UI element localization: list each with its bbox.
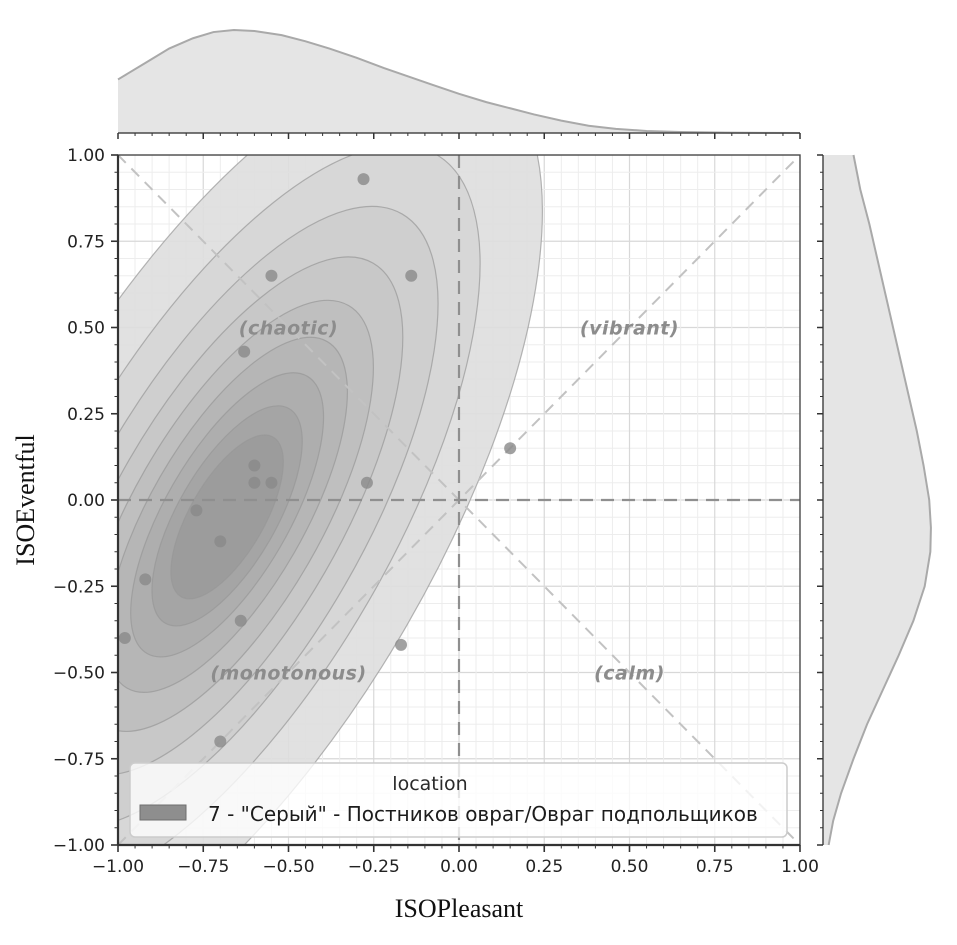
x-tick-label: −1.00 [92, 857, 144, 877]
legend-title: location [392, 773, 467, 795]
x-tick-label: −0.50 [262, 857, 314, 877]
x-tick-label: 0.00 [440, 857, 478, 877]
scatter-point [248, 459, 261, 472]
x-tick-label: 0.25 [525, 857, 563, 877]
kde-contour-level [170, 434, 284, 600]
scatter-point [214, 535, 227, 548]
scatter-point [248, 476, 261, 489]
legend-entry-label: 7 - "Серый" - Постников овраг/Овраг подп… [208, 802, 758, 826]
legend-swatch [139, 804, 187, 821]
top-marginal-density [117, 28, 801, 139]
x-tick-label: −0.75 [177, 857, 229, 877]
x-tick-label: 0.50 [611, 857, 649, 877]
x-tick-label: 0.75 [696, 857, 734, 877]
right-density-fill [823, 155, 931, 845]
y-tick-label: −0.75 [53, 750, 105, 770]
scatter-point [265, 476, 278, 489]
scatter-point [118, 632, 131, 644]
scatter-point [360, 476, 373, 489]
scatter-point [139, 573, 152, 586]
top-density-curve [117, 28, 801, 134]
scatter-point [234, 614, 247, 627]
axes-spines-and-ticks: −1.00 −0.75 −0.50 −0.25 0.00 0.25 0.50 0.75 1.00… [53, 146, 819, 877]
x-axis-label: ISOPleasant [395, 894, 524, 923]
quadrant-label: (calm) [594, 663, 665, 685]
reference-lines [118, 155, 800, 845]
scatter-point [265, 269, 278, 282]
legend: location 7 - "Серый" - Постников овраг/О… [129, 762, 788, 838]
scatter-point [357, 173, 370, 186]
quadrant-labels: (chaotic) (vibrant) (monotonous) (calm) [210, 318, 679, 685]
quadrant-label: (monotonous) [210, 663, 366, 685]
x-tick-label: −0.25 [348, 857, 400, 877]
scatter-point [190, 504, 203, 517]
y-tick-label: −0.25 [53, 577, 105, 597]
scatter-point [405, 269, 418, 282]
scatter-point [395, 638, 408, 651]
y-tick-label: 0.50 [67, 319, 105, 339]
kde-contour-bands [118, 155, 543, 845]
x-tick-label: 1.00 [781, 857, 819, 877]
y-tick-label: 0.00 [67, 491, 105, 511]
legend-box [129, 762, 788, 838]
scatter-point [214, 735, 227, 748]
quadrant-label: (chaotic) [239, 318, 338, 340]
y-axis-label: ISOEventful [11, 434, 40, 565]
quadrant-label: (vibrant) [580, 318, 679, 340]
right-density-curve [827, 154, 932, 846]
y-tick-label: −1.00 [53, 836, 105, 856]
scatter-point [238, 345, 251, 358]
y-tick-label: 0.75 [67, 232, 105, 252]
scatter-points [118, 173, 517, 748]
top-density-fill [118, 30, 800, 133]
scatter-point [504, 442, 517, 455]
y-tick-label: −0.50 [53, 664, 105, 684]
y-tick-label: 0.25 [67, 405, 105, 425]
right-marginal-density [817, 154, 932, 846]
y-tick-label: 1.00 [67, 146, 105, 166]
